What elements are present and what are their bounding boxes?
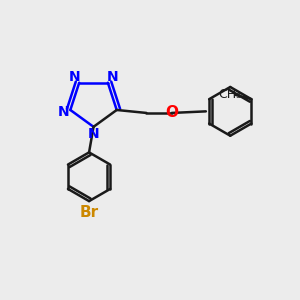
Text: N: N	[88, 127, 99, 141]
Text: N: N	[69, 70, 81, 84]
Text: N: N	[58, 105, 69, 119]
Text: O: O	[165, 105, 178, 120]
Text: CH₃: CH₃	[218, 88, 241, 100]
Text: Br: Br	[80, 205, 99, 220]
Text: N: N	[106, 70, 118, 84]
